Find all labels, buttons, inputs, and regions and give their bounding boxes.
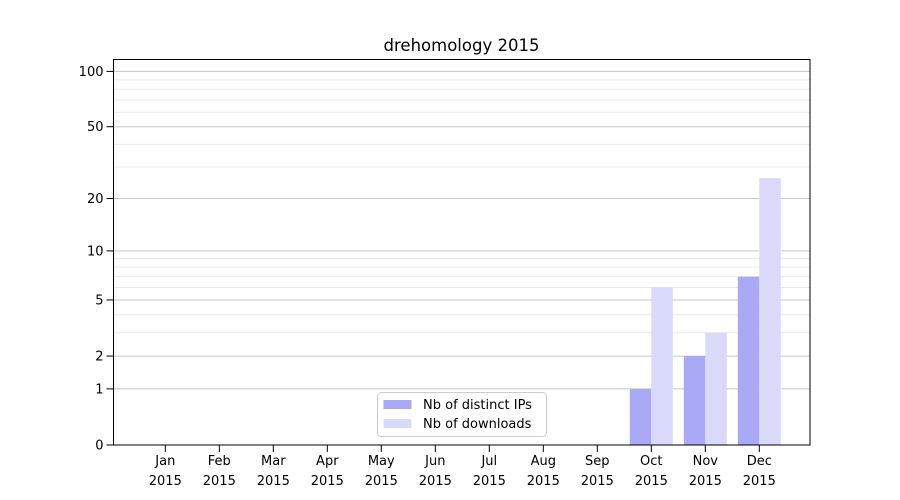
bar-distinct-ips-nov	[683, 356, 706, 445]
x-tick-year-dec: 2015	[743, 474, 776, 489]
x-axis: Jan 2015 Feb 2015 Mar 2015 Apr 2015 May 2015 Jun 20…	[149, 445, 776, 489]
y-tick-label-100: 100	[79, 65, 104, 80]
bar-downloads-oct	[651, 287, 673, 445]
x-tick-year-sep: 2015	[581, 474, 614, 489]
x-tick-label-jun: Jun	[424, 454, 445, 469]
x-tick-year-nov: 2015	[689, 474, 722, 489]
x-tick-year-jul: 2015	[473, 474, 506, 489]
x-tick-year-may: 2015	[365, 474, 398, 489]
legend-label-distinct-ips: Nb of distinct IPs	[423, 398, 532, 413]
y-tick-label-2: 2	[95, 350, 103, 365]
bar-downloads-nov	[705, 332, 727, 445]
bar-downloads-dec	[759, 178, 781, 445]
plot-border	[113, 59, 811, 446]
legend: Nb of distinct IPs Nb of downloads	[377, 392, 547, 437]
bars	[629, 178, 781, 445]
chart-title: drehomology 2015	[384, 36, 540, 55]
y-tick-label-0: 0	[95, 439, 103, 454]
x-tick-label-mar: Mar	[261, 454, 286, 469]
legend-label-downloads: Nb of downloads	[423, 417, 532, 432]
bar-distinct-ips-oct	[629, 388, 652, 445]
x-tick-label-dec: Dec	[747, 454, 772, 469]
x-tick-year-aug: 2015	[527, 474, 560, 489]
x-tick-label-oct: Oct	[640, 454, 662, 469]
y-tick-label-10: 10	[87, 244, 104, 259]
x-tick-label-sep: Sep	[585, 454, 610, 469]
x-tick-label-jul: Jul	[480, 454, 497, 469]
x-tick-year-jun: 2015	[419, 474, 452, 489]
legend-swatch-distinct-ips	[383, 400, 412, 409]
y-axis: 0 1 2 5 10 20 50 100	[79, 65, 114, 454]
y-tick-label-50: 50	[87, 120, 104, 135]
x-tick-label-aug: Aug	[531, 454, 556, 469]
x-tick-year-apr: 2015	[311, 474, 344, 489]
x-tick-year-jan: 2015	[149, 474, 182, 489]
y-tick-label-1: 1	[95, 382, 103, 397]
x-tick-year-feb: 2015	[203, 474, 236, 489]
legend-box	[377, 392, 547, 437]
y-tick-label-5: 5	[95, 293, 103, 308]
legend-swatch-downloads	[383, 419, 412, 428]
bar-distinct-ips-dec	[737, 276, 760, 445]
x-tick-label-jan: Jan	[154, 454, 175, 469]
y-tick-label-20: 20	[87, 192, 104, 207]
x-tick-label-may: May	[368, 454, 395, 469]
x-tick-year-oct: 2015	[635, 474, 668, 489]
x-tick-year-mar: 2015	[257, 474, 290, 489]
x-tick-label-feb: Feb	[208, 454, 231, 469]
x-tick-label-nov: Nov	[693, 454, 719, 469]
x-tick-label-apr: Apr	[316, 454, 339, 469]
